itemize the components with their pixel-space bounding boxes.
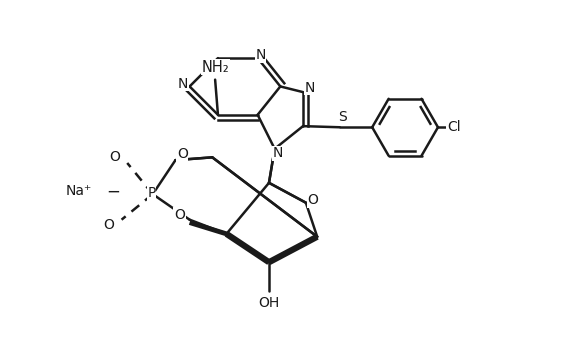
- Text: O: O: [307, 193, 318, 207]
- Text: N: N: [178, 77, 188, 91]
- Text: O: O: [109, 150, 120, 164]
- Text: N: N: [255, 48, 265, 62]
- Text: P: P: [148, 186, 156, 200]
- Text: O: O: [104, 219, 114, 232]
- Text: Na⁺: Na⁺: [66, 184, 92, 198]
- Text: OH: OH: [259, 296, 280, 310]
- Text: S: S: [338, 110, 347, 124]
- Text: O: O: [177, 148, 188, 162]
- Text: Cl: Cl: [447, 120, 460, 134]
- Text: NH₂: NH₂: [201, 60, 229, 75]
- Text: N: N: [272, 147, 283, 160]
- Text: −: −: [106, 183, 120, 201]
- Text: O: O: [174, 208, 185, 222]
- Text: N: N: [305, 81, 315, 95]
